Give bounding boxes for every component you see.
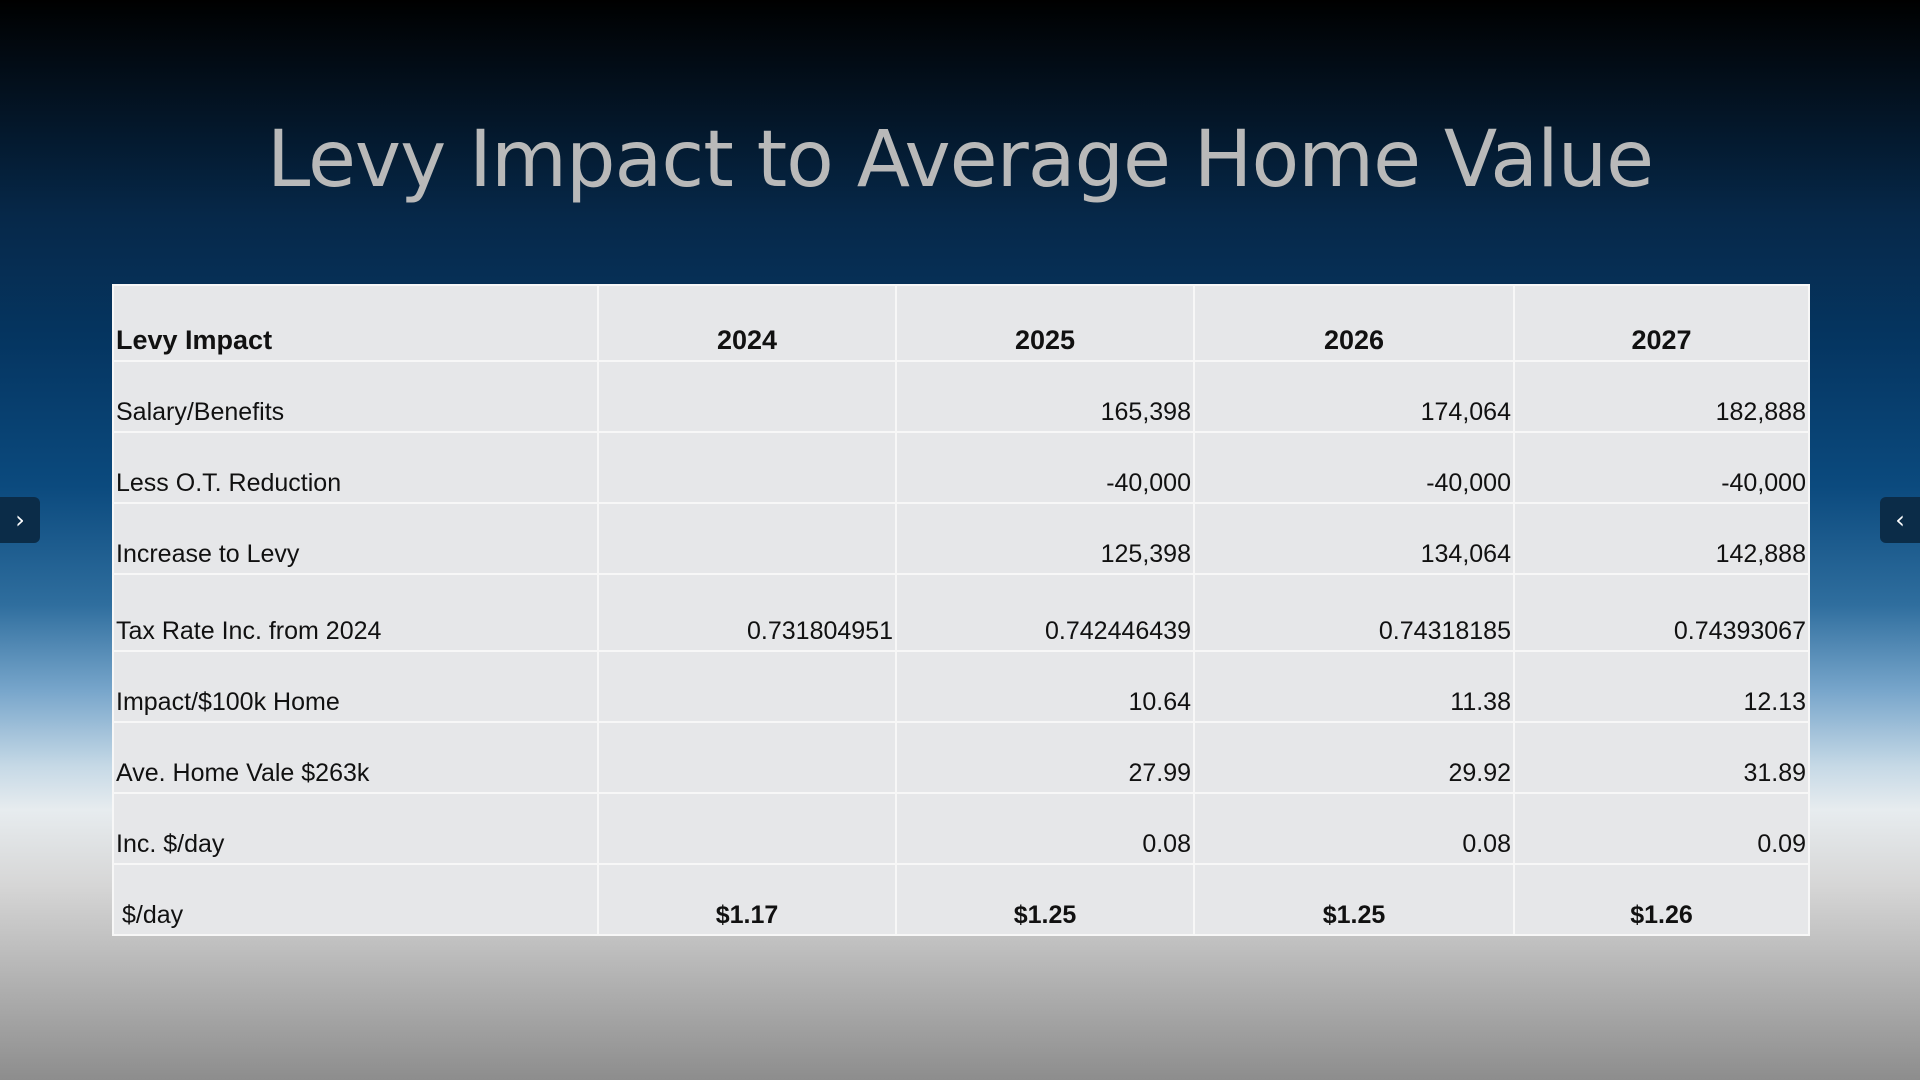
cell-2027: 0.74393067 xyxy=(1513,573,1810,652)
cell-2024 xyxy=(597,721,897,794)
cell-2025: $1.25 xyxy=(895,863,1195,936)
table-row-ave-home-value: Ave. Home Vale $263k 27.99 29.92 31.89 xyxy=(112,721,1810,794)
cell-2026: -40,000 xyxy=(1193,431,1515,504)
row-label: Ave. Home Vale $263k xyxy=(112,721,599,794)
cell-2027: 31.89 xyxy=(1513,721,1810,794)
table-row-total-per-day: $/day $1.17 $1.25 $1.25 $1.26 xyxy=(112,863,1810,936)
cell-2027: $1.26 xyxy=(1513,863,1810,936)
cell-2024: $1.17 xyxy=(597,863,897,936)
cell-2027: 12.13 xyxy=(1513,650,1810,723)
row-label: Increase to Levy xyxy=(112,502,599,575)
levy-impact-table: Levy Impact 2024 2025 2026 2027 Salary/B… xyxy=(112,284,1810,936)
table-row-ot-reduction: Less O.T. Reduction -40,000 -40,000 -40,… xyxy=(112,431,1810,504)
row-label: Tax Rate Inc. from 2024 xyxy=(112,573,599,652)
table-row-tax-rate: Tax Rate Inc. from 2024 0.731804951 0.74… xyxy=(112,573,1810,652)
cell-2024: 0.731804951 xyxy=(597,573,897,652)
cell-2025: 10.64 xyxy=(895,650,1195,723)
header-levy-impact: Levy Impact xyxy=(112,284,599,362)
cell-2026: 0.74318185 xyxy=(1193,573,1515,652)
row-label: $/day xyxy=(112,863,599,936)
cell-2025: 165,398 xyxy=(895,360,1195,433)
header-2027: 2027 xyxy=(1513,284,1810,362)
cell-2026: 29.92 xyxy=(1193,721,1515,794)
cell-2025: -40,000 xyxy=(895,431,1195,504)
table-row-impact-per-100k: Impact/$100k Home 10.64 11.38 12.13 xyxy=(112,650,1810,723)
cell-2025: 125,398 xyxy=(895,502,1195,575)
cell-2027: -40,000 xyxy=(1513,431,1810,504)
cell-2024 xyxy=(597,431,897,504)
table-row-salary-benefits: Salary/Benefits 165,398 174,064 182,888 xyxy=(112,360,1810,433)
cell-2025: 0.742446439 xyxy=(895,573,1195,652)
next-slide-button[interactable]: › xyxy=(0,497,40,543)
row-label: Less O.T. Reduction xyxy=(112,431,599,504)
cell-2026: 134,064 xyxy=(1193,502,1515,575)
cell-2025: 27.99 xyxy=(895,721,1195,794)
cell-2024 xyxy=(597,360,897,433)
cell-2026: $1.25 xyxy=(1193,863,1515,936)
cell-2027: 0.09 xyxy=(1513,792,1810,865)
cell-2026: 174,064 xyxy=(1193,360,1515,433)
header-2024: 2024 xyxy=(597,284,897,362)
cell-2026: 0.08 xyxy=(1193,792,1515,865)
cell-2024 xyxy=(597,650,897,723)
cell-2024 xyxy=(597,792,897,865)
cell-2024 xyxy=(597,502,897,575)
row-label: Inc. $/day xyxy=(112,792,599,865)
cell-2027: 182,888 xyxy=(1513,360,1810,433)
cell-2025: 0.08 xyxy=(895,792,1195,865)
chevron-right-icon: › xyxy=(15,506,25,534)
row-label: Salary/Benefits xyxy=(112,360,599,433)
header-2026: 2026 xyxy=(1193,284,1515,362)
table-header-row: Levy Impact 2024 2025 2026 2027 xyxy=(112,284,1810,362)
table-row-inc-per-day: Inc. $/day 0.08 0.08 0.09 xyxy=(112,792,1810,865)
cell-2027: 142,888 xyxy=(1513,502,1810,575)
table-row-increase-to-levy: Increase to Levy 125,398 134,064 142,888 xyxy=(112,502,1810,575)
previous-slide-button[interactable]: ‹ xyxy=(1880,497,1920,543)
header-2025: 2025 xyxy=(895,284,1195,362)
chevron-left-icon: ‹ xyxy=(1895,506,1905,534)
slide-title: Levy Impact to Average Home Value xyxy=(266,115,1654,205)
cell-2026: 11.38 xyxy=(1193,650,1515,723)
row-label: Impact/$100k Home xyxy=(112,650,599,723)
